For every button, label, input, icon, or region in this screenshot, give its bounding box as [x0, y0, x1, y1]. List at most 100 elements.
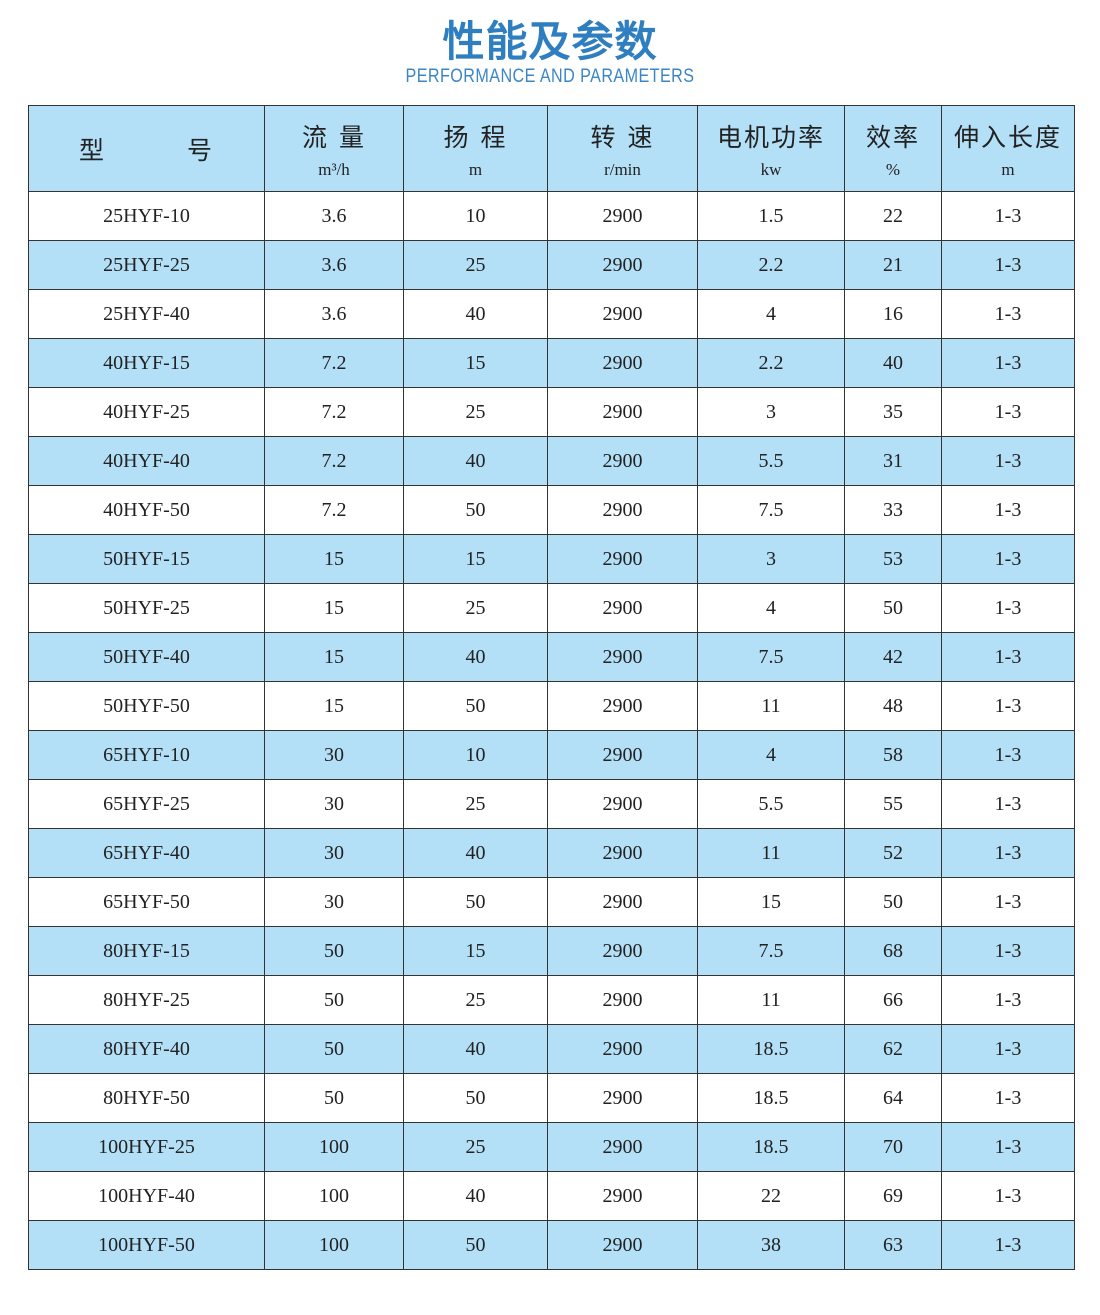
- cell-insertion-length: 1-3: [941, 289, 1075, 339]
- cell-efficiency: 62: [844, 1024, 942, 1074]
- cell-efficiency: 31: [844, 436, 942, 486]
- cell-speed: 2900: [547, 485, 698, 535]
- cell-flow: 3.6: [264, 289, 404, 339]
- cell-motor-power: 11: [697, 681, 845, 731]
- cell-insertion-length: 1-3: [941, 877, 1075, 927]
- cell-insertion-length: 1-3: [941, 828, 1075, 878]
- cell-head: 40: [403, 289, 548, 339]
- cell-speed: 2900: [547, 583, 698, 633]
- cell-flow: 15: [264, 632, 404, 682]
- cell-speed: 2900: [547, 1024, 698, 1074]
- cell-insertion-length: 1-3: [941, 1171, 1075, 1221]
- cell-model: 65HYF-50: [28, 877, 265, 927]
- cell-efficiency: 64: [844, 1073, 942, 1123]
- cell-model: 65HYF-40: [28, 828, 265, 878]
- cell-head: 25: [403, 779, 548, 829]
- cell-model: 40HYF-15: [28, 338, 265, 388]
- table-row: 80HYF-40 50 40 2900 18.5 62 1-3: [28, 1024, 1075, 1074]
- cell-insertion-length: 1-3: [941, 240, 1075, 290]
- cell-efficiency: 42: [844, 632, 942, 682]
- table-row: 50HYF-15 15 15 2900 3 53 1-3: [28, 534, 1075, 584]
- cell-flow: 50: [264, 1024, 404, 1074]
- table-row: 50HYF-40 15 40 2900 7.5 42 1-3: [28, 632, 1075, 682]
- cell-efficiency: 52: [844, 828, 942, 878]
- table-row: 50HYF-50 15 50 2900 11 48 1-3: [28, 681, 1075, 731]
- cell-speed: 2900: [547, 338, 698, 388]
- cell-head: 50: [403, 877, 548, 927]
- cell-speed: 2900: [547, 534, 698, 584]
- cell-insertion-length: 1-3: [941, 191, 1075, 241]
- cell-model: 100HYF-25: [28, 1122, 265, 1172]
- cell-motor-power: 7.5: [697, 926, 845, 976]
- cell-speed: 2900: [547, 828, 698, 878]
- cell-motor-power: 18.5: [697, 1024, 845, 1074]
- header-efficiency: 效率%: [844, 105, 942, 192]
- cell-insertion-length: 1-3: [941, 1073, 1075, 1123]
- cell-flow: 7.2: [264, 387, 404, 437]
- cell-flow: 15: [264, 583, 404, 633]
- table-header-row: 型 号 流 量 m³/h 扬 程 m 转 速 r/min 电机功率 kw 效率% 伸入长度 m: [28, 105, 1075, 192]
- cell-motor-power: 18.5: [697, 1073, 845, 1123]
- table-row: 25HYF-40 3.6 40 2900 4 16 1-3: [28, 289, 1075, 339]
- cell-head: 40: [403, 436, 548, 486]
- table-row: 80HYF-15 50 15 2900 7.5 68 1-3: [28, 926, 1075, 976]
- cell-speed: 2900: [547, 1171, 698, 1221]
- cell-motor-power: 4: [697, 289, 845, 339]
- cell-head: 50: [403, 1220, 548, 1270]
- cell-efficiency: 68: [844, 926, 942, 976]
- cell-speed: 2900: [547, 436, 698, 486]
- cell-model: 25HYF-10: [28, 191, 265, 241]
- cell-speed: 2900: [547, 1122, 698, 1172]
- cell-speed: 2900: [547, 779, 698, 829]
- cell-motor-power: 5.5: [697, 779, 845, 829]
- cell-speed: 2900: [547, 240, 698, 290]
- cell-model: 50HYF-40: [28, 632, 265, 682]
- header-label: 伸入长度: [953, 122, 1062, 152]
- cell-insertion-length: 1-3: [941, 975, 1075, 1025]
- header-model: 型 号: [28, 105, 265, 192]
- cell-motor-power: 22: [697, 1171, 845, 1221]
- table-row: 25HYF-10 3.6 10 2900 1.5 22 1-3: [28, 191, 1075, 241]
- table-row: 65HYF-10 30 10 2900 4 58 1-3: [28, 730, 1075, 780]
- cell-model: 40HYF-25: [28, 387, 265, 437]
- cell-flow: 100: [264, 1171, 404, 1221]
- cell-insertion-length: 1-3: [941, 534, 1075, 584]
- cell-efficiency: 50: [844, 583, 942, 633]
- cell-speed: 2900: [547, 926, 698, 976]
- cell-speed: 2900: [547, 1073, 698, 1123]
- cell-head: 50: [403, 1073, 548, 1123]
- cell-speed: 2900: [547, 289, 698, 339]
- cell-head: 10: [403, 730, 548, 780]
- cell-efficiency: 70: [844, 1122, 942, 1172]
- header-unit: m³/h: [318, 159, 350, 179]
- cell-insertion-length: 1-3: [941, 485, 1075, 535]
- cell-model: 50HYF-15: [28, 534, 265, 584]
- page-subtitle: PERFORMANCE AND PARAMETERS: [405, 66, 695, 87]
- cell-motor-power: 3: [697, 534, 845, 584]
- cell-model: 100HYF-50: [28, 1220, 265, 1270]
- cell-efficiency: 35: [844, 387, 942, 437]
- cell-motor-power: 2.2: [697, 240, 845, 290]
- cell-model: 100HYF-40: [28, 1171, 265, 1221]
- header-label: 转 速: [590, 122, 655, 152]
- cell-head: 25: [403, 975, 548, 1025]
- table-row: 80HYF-25 50 25 2900 11 66 1-3: [28, 975, 1075, 1025]
- cell-efficiency: 63: [844, 1220, 942, 1270]
- cell-flow: 30: [264, 779, 404, 829]
- cell-insertion-length: 1-3: [941, 583, 1075, 633]
- cell-model: 40HYF-50: [28, 485, 265, 535]
- cell-head: 25: [403, 240, 548, 290]
- table-row: 50HYF-25 15 25 2900 4 50 1-3: [28, 583, 1075, 633]
- cell-head: 10: [403, 191, 548, 241]
- cell-flow: 30: [264, 828, 404, 878]
- cell-head: 15: [403, 534, 548, 584]
- cell-flow: 30: [264, 877, 404, 927]
- cell-model: 80HYF-15: [28, 926, 265, 976]
- cell-efficiency: 53: [844, 534, 942, 584]
- cell-efficiency: 40: [844, 338, 942, 388]
- cell-efficiency: 69: [844, 1171, 942, 1221]
- cell-efficiency: 22: [844, 191, 942, 241]
- header-label: 扬 程: [443, 122, 508, 152]
- table-row: 40HYF-25 7.2 25 2900 3 35 1-3: [28, 387, 1075, 437]
- cell-speed: 2900: [547, 1220, 698, 1270]
